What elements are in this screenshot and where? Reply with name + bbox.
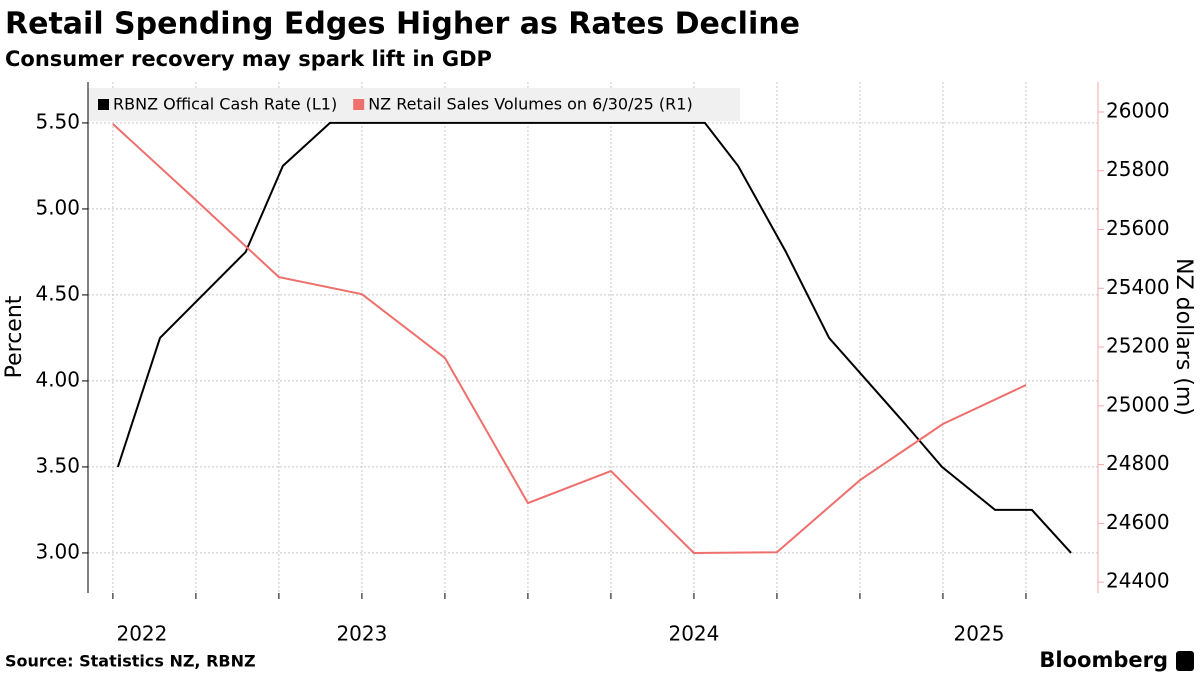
x-tick-label: 2024 [668,622,719,646]
legend-label: RBNZ Offical Cash Rate (L1) [113,95,337,114]
y-tick-label: 3.00 [35,539,80,563]
legend-label: NZ Retail Sales Volumes on 6/30/25 (R1) [368,95,692,114]
y2-tick-label: 24600 [1106,510,1170,534]
brand: Bloomberg [1039,648,1168,672]
y-tick-label: 4.50 [35,281,80,305]
y2-tick-label: 25000 [1106,392,1170,416]
x-tick-label: 2022 [116,622,167,646]
series-line [112,123,1027,555]
chart-title: Retail Spending Edges Higher as Rates De… [5,7,800,42]
y2-tick-label: 24400 [1106,569,1170,593]
y-tick-label: 3.50 [35,453,80,477]
y2-tick-label: 25800 [1106,157,1170,181]
legend-swatch [98,99,109,110]
chart-subtitle: Consumer recovery may spark lift in GDP [5,47,492,71]
x-tick-label: 2023 [336,622,387,646]
y2-tick-label: 25200 [1106,334,1170,358]
y2-tick-label: 24800 [1106,451,1170,475]
y-tick-label: 5.50 [35,109,80,133]
y-tick-label: 4.00 [35,367,80,391]
x-tick-label: 2025 [954,622,1005,646]
brand-icon [1176,651,1194,671]
y-axis-label: Percent [2,295,27,378]
legend-swatch [353,99,365,110]
y2-tick-label: 25400 [1106,275,1170,299]
y2-tick-label: 25600 [1106,216,1170,240]
y2-axis-label: NZ dollars (m) [1171,258,1196,416]
series-line [116,121,1072,554]
legend-box [88,88,740,121]
y-tick-label: 5.00 [35,195,80,219]
y2-tick-label: 26000 [1106,98,1170,122]
source: Source: Statistics NZ, RBNZ [5,652,256,671]
